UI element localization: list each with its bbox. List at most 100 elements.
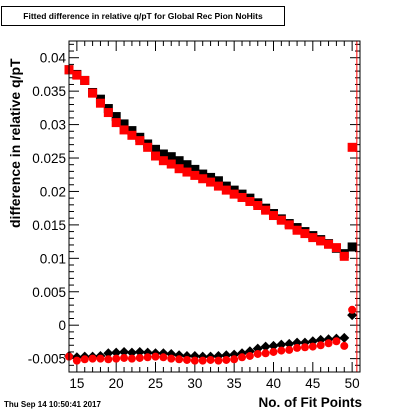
square-point bbox=[213, 176, 223, 186]
diamond-point bbox=[339, 332, 350, 343]
square-point bbox=[111, 118, 121, 128]
square-point bbox=[88, 88, 98, 98]
y-tick-label: 0.015 bbox=[32, 218, 66, 233]
diamond-point bbox=[260, 341, 271, 352]
circle-point bbox=[253, 349, 262, 358]
diamond-point bbox=[119, 346, 130, 357]
square-point bbox=[127, 126, 137, 136]
circle-point bbox=[308, 342, 317, 351]
y-tick-label: 0.01 bbox=[40, 251, 66, 266]
square-point bbox=[111, 112, 121, 122]
circle-point bbox=[230, 355, 239, 364]
circle-point bbox=[261, 349, 270, 358]
circle-point bbox=[316, 341, 325, 350]
circle-point bbox=[190, 356, 199, 365]
circle-point bbox=[348, 305, 357, 314]
circle-point bbox=[222, 355, 231, 364]
square-point bbox=[206, 177, 216, 187]
square-point bbox=[331, 243, 341, 253]
square-point bbox=[119, 125, 129, 135]
square-point bbox=[213, 181, 223, 191]
x-tick-label: 35 bbox=[227, 376, 242, 391]
diamond-point bbox=[276, 339, 287, 350]
square-point bbox=[339, 251, 349, 261]
circle-point bbox=[88, 354, 97, 363]
circle-point bbox=[245, 351, 254, 360]
circle-point bbox=[206, 355, 215, 364]
square-point bbox=[284, 220, 294, 230]
square-point bbox=[95, 98, 105, 108]
square-point bbox=[190, 164, 200, 174]
square-point bbox=[151, 151, 161, 161]
diamond-point bbox=[134, 346, 145, 357]
square-point bbox=[261, 205, 271, 215]
x-tick-label: 50 bbox=[345, 376, 360, 391]
square-point bbox=[245, 196, 255, 206]
circle-point bbox=[112, 354, 121, 363]
square-point bbox=[308, 233, 318, 243]
circle-point bbox=[300, 343, 309, 352]
x-tick-label: 25 bbox=[148, 376, 163, 391]
circle-point bbox=[135, 353, 144, 362]
circle-point bbox=[340, 341, 349, 350]
square-point bbox=[166, 152, 176, 162]
square-point bbox=[151, 144, 161, 154]
circle-point bbox=[120, 353, 129, 362]
circle-point bbox=[151, 352, 160, 361]
y-tick-label: 0.02 bbox=[40, 184, 66, 199]
y-tick-label: 0.025 bbox=[32, 151, 66, 166]
y-tick-label: 0.03 bbox=[40, 118, 66, 133]
square-point bbox=[190, 170, 200, 180]
square-point bbox=[135, 136, 145, 146]
timestamp: Thu Sep 14 10:50:41 2017 bbox=[4, 400, 101, 409]
circle-point bbox=[277, 346, 286, 355]
square-point bbox=[182, 160, 192, 170]
circle-point bbox=[72, 356, 81, 365]
square-point bbox=[316, 236, 326, 246]
square-point bbox=[276, 215, 286, 225]
square-point bbox=[158, 149, 168, 159]
circle-point bbox=[104, 355, 113, 364]
y-tick-label: 0.04 bbox=[40, 51, 67, 66]
square-point bbox=[229, 189, 239, 199]
square-point bbox=[143, 142, 153, 152]
square-point bbox=[158, 156, 168, 166]
circle-point bbox=[269, 347, 278, 356]
circle-point bbox=[285, 345, 294, 354]
square-point bbox=[221, 185, 231, 195]
square-point bbox=[237, 192, 247, 202]
square-point bbox=[292, 225, 302, 235]
diamond-point bbox=[268, 340, 279, 351]
circle-point bbox=[167, 354, 176, 363]
square-point bbox=[119, 119, 129, 129]
circle-point bbox=[175, 355, 184, 364]
square-point bbox=[182, 167, 192, 177]
y-tick-label: 0 bbox=[58, 318, 66, 333]
diamond-point bbox=[111, 347, 122, 358]
x-tick-label: 30 bbox=[187, 376, 202, 391]
square-point bbox=[198, 174, 208, 184]
chart-title: Fitted difference in relative q/pT for G… bbox=[1, 6, 285, 26]
square-point bbox=[198, 169, 208, 179]
square-point bbox=[347, 142, 357, 152]
square-point bbox=[174, 156, 184, 166]
circle-point bbox=[324, 339, 333, 348]
square-point bbox=[253, 200, 263, 210]
square-point bbox=[127, 130, 137, 140]
circle-point bbox=[332, 337, 341, 346]
y-tick-label: -0.005 bbox=[28, 352, 66, 367]
x-tick-label: 40 bbox=[266, 376, 281, 391]
series-3 bbox=[65, 305, 357, 365]
diamond-point bbox=[103, 348, 114, 359]
diamond-point bbox=[126, 347, 137, 358]
circle-point bbox=[159, 353, 168, 362]
square-point bbox=[300, 229, 310, 239]
circle-point bbox=[96, 354, 105, 363]
square-point bbox=[72, 70, 82, 80]
square-point bbox=[80, 75, 90, 85]
series-0 bbox=[64, 65, 357, 259]
x-tick-label: 20 bbox=[109, 376, 124, 391]
circle-point bbox=[143, 353, 152, 362]
diamond-point bbox=[284, 338, 295, 349]
